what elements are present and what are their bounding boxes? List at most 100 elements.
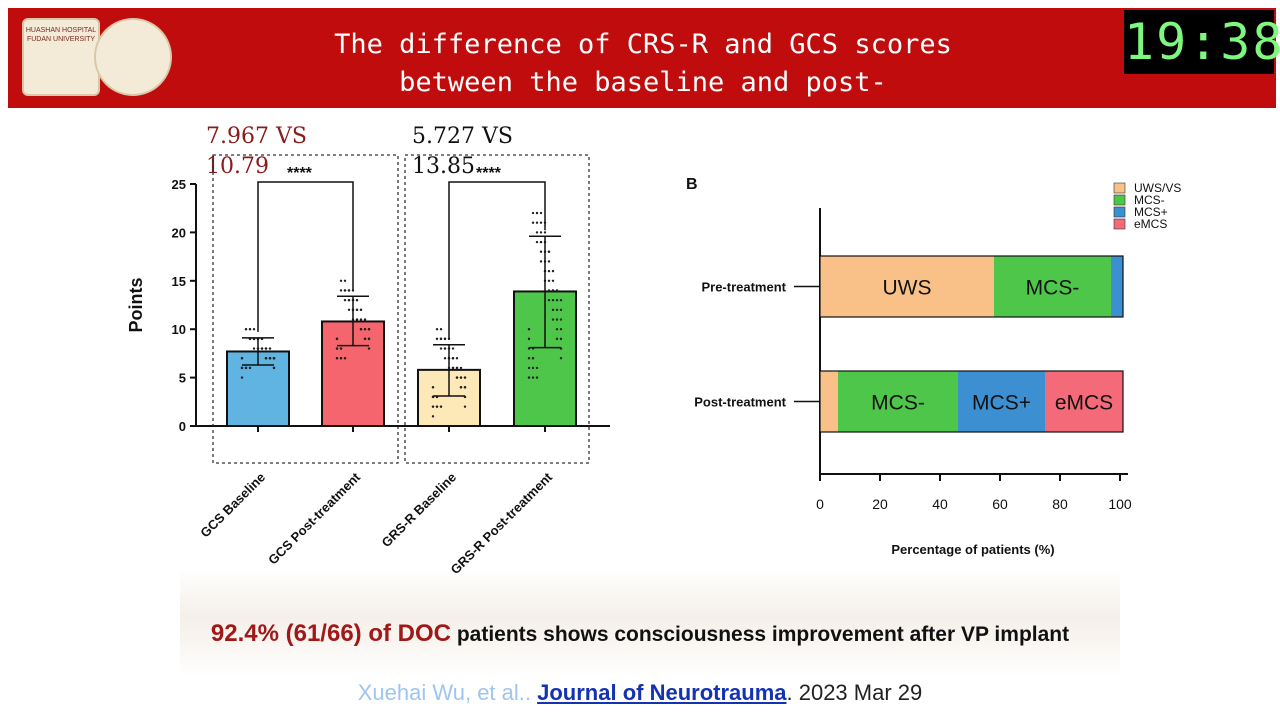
department-seal-logo (94, 18, 172, 96)
data-point (455, 366, 459, 370)
x-tick-label: 40 (932, 496, 948, 512)
y-tick-label: 25 (172, 177, 186, 192)
data-point (559, 298, 563, 302)
data-point (527, 357, 531, 360)
data-point (455, 357, 459, 360)
data-point (555, 328, 559, 331)
y-tick-label: 5 (179, 371, 186, 386)
data-point (539, 250, 543, 253)
y-tick-label: 10 (172, 322, 186, 337)
data-point (240, 376, 244, 379)
data-point (547, 289, 551, 292)
data-point (547, 260, 551, 263)
data-point (539, 260, 543, 263)
bar-outline (819, 370, 1124, 433)
data-point (443, 347, 447, 350)
significance-bracket (448, 181, 546, 339)
data-point (551, 318, 555, 321)
slide-title: The difference of CRS-R and GCS scores b… (334, 29, 952, 98)
data-point (244, 366, 248, 370)
x-tick-label: 60 (992, 496, 1008, 512)
stacked-segment (958, 371, 1045, 432)
data-point (435, 337, 439, 341)
background-photo (180, 568, 1120, 678)
gcs-comparison-text: 7.967 VS 10.79 (206, 124, 307, 179)
data-point (535, 211, 539, 215)
group-box-gcs (212, 154, 399, 464)
data-point (339, 357, 343, 360)
data-point (355, 318, 359, 321)
segment-label: MCS+ (972, 392, 1031, 415)
data-point (539, 240, 543, 244)
data-point (543, 231, 547, 234)
data-point (551, 269, 555, 273)
citation-journal-link[interactable]: Journal of Neurotrauma (537, 680, 787, 705)
data-point (535, 231, 539, 234)
data-point (547, 298, 551, 302)
data-point (272, 366, 276, 370)
data-point (439, 337, 443, 341)
data-point (559, 328, 563, 331)
data-point (252, 328, 256, 331)
bar-outline (819, 255, 1124, 318)
data-point (339, 279, 343, 282)
data-point (240, 357, 244, 360)
conclusion-highlight: 92.4% (61/66) of DOC (210, 620, 451, 647)
data-point (367, 328, 371, 331)
data-point (451, 357, 455, 360)
legend-label: MCS+ (1134, 205, 1168, 219)
stacked-segment (1045, 371, 1123, 432)
data-point (451, 366, 455, 370)
y-axis-title: Points (126, 277, 146, 332)
legend-swatch (1113, 182, 1126, 194)
data-point (463, 376, 467, 379)
data-point (268, 347, 272, 350)
data-point (531, 376, 535, 379)
segment-label: UWS (883, 277, 932, 300)
stacked-segment (1111, 256, 1123, 317)
x-tick-label: 20 (872, 496, 888, 512)
data-point (264, 357, 268, 360)
data-point (527, 376, 531, 379)
y-tick-label: 15 (172, 274, 186, 289)
data-point (355, 298, 359, 302)
data-point (459, 376, 463, 379)
title-banner: HUASHAN HOSPITAL FUDAN UNIVERSITY The di… (8, 8, 1276, 108)
data-point (555, 289, 559, 292)
legend-swatch (1113, 194, 1126, 206)
stacked-segment (994, 256, 1111, 317)
y-tick-label: 0 (179, 419, 186, 434)
data-point (439, 405, 443, 408)
x-tick-label: 100 (1108, 496, 1132, 512)
data-point (335, 337, 339, 341)
data-point (535, 240, 539, 244)
segment-label: eMCS (1055, 392, 1113, 415)
data-point (531, 221, 535, 224)
data-point (539, 221, 543, 224)
data-point (264, 347, 268, 350)
stacked-segment (820, 371, 838, 432)
x-tick-label: 80 (1052, 496, 1068, 512)
x-category-label: GRS-R Post-treatment (447, 469, 555, 577)
legend-swatch (1113, 218, 1126, 230)
legend-label: MCS- (1134, 193, 1165, 207)
data-point (363, 318, 367, 321)
data-point (547, 279, 551, 282)
x-tick-label: 0 (816, 496, 824, 512)
hospital-logo: HUASHAN HOSPITAL FUDAN UNIVERSITY (22, 18, 100, 96)
significance-stars: **** (476, 165, 502, 182)
data-point (535, 366, 539, 370)
data-point (343, 279, 347, 282)
data-point (268, 357, 272, 360)
data-point (248, 328, 252, 331)
data-point (559, 357, 563, 360)
y-category-label: Pre-treatment (701, 280, 786, 295)
data-point (355, 308, 359, 312)
conclusion-rest: patients shows consciousness improvement… (450, 623, 1070, 646)
data-point (347, 298, 351, 302)
x-category-label: GRS-R Baseline (379, 470, 460, 551)
x-category-label: GCS Baseline (197, 470, 268, 541)
data-point (551, 279, 555, 282)
data-point (272, 357, 276, 360)
